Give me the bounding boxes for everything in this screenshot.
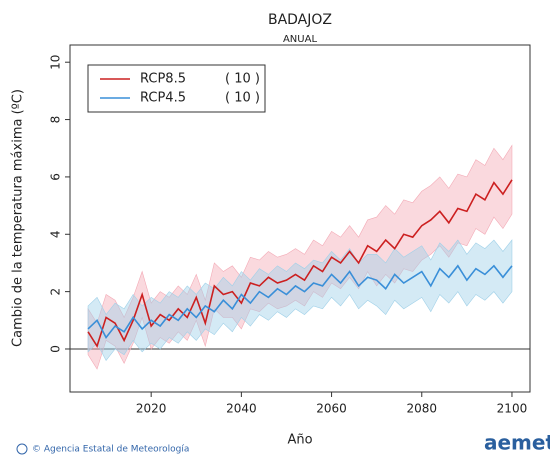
y-axis-label: Cambio de la temperatura máxima (ºC) — [11, 89, 26, 347]
x-tick-label: 2020 — [136, 402, 167, 416]
legend-box — [87, 64, 266, 113]
line — [87, 264, 513, 339]
y-tick-label: 10 — [49, 55, 63, 70]
x-tick-label: 2060 — [316, 402, 347, 416]
legend-label: RCP4.5 — [140, 91, 186, 106]
logo: aemet — [484, 431, 550, 455]
y-tick-label: 0 — [49, 345, 63, 353]
footer: © Agencia Estatal de Meteorología — [32, 445, 189, 455]
y-tick-label: 8 — [49, 116, 63, 124]
chart-subtitle: ANUAL — [283, 34, 317, 45]
band — [87, 144, 513, 370]
legend-count: ( 10 ) — [225, 72, 260, 87]
plot-frame — [69, 44, 531, 393]
band — [87, 239, 513, 362]
legend-count: ( 10 ) — [225, 91, 260, 106]
x-tick-label: 2100 — [497, 402, 528, 416]
y-tick-label: 4 — [49, 230, 63, 238]
footer-icon — [16, 443, 28, 455]
x-axis-label: Año — [287, 433, 312, 448]
x-tick-label: 2080 — [406, 402, 437, 416]
line — [87, 179, 513, 349]
y-tick-label: 6 — [49, 173, 63, 181]
x-tick-label: 2040 — [226, 402, 257, 416]
legend-label: RCP8.5 — [140, 72, 186, 87]
chart-title: BADAJOZ — [268, 12, 332, 28]
y-tick-label: 2 — [49, 288, 63, 296]
